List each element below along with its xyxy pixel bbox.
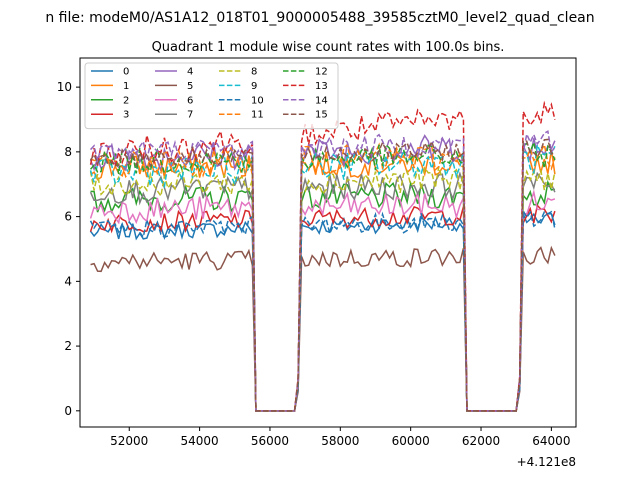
legend-label-3: 3 <box>123 110 129 121</box>
legend-label-11: 11 <box>251 110 264 121</box>
x-axis: 52000 54000 56000 58000 60000 62000 64000 <box>110 427 570 448</box>
x-tick-label: 64000 <box>532 434 570 448</box>
legend-label-15: 15 <box>315 110 328 121</box>
chart-title: Quadrant 1 module wise count rates with … <box>152 40 505 55</box>
legend-label-12: 12 <box>315 67 328 78</box>
legend-label-10: 10 <box>251 95 264 106</box>
x-tick-label: 62000 <box>462 434 500 448</box>
legend-label-7: 7 <box>187 110 193 121</box>
series-line-15 <box>89 138 555 412</box>
legend-label-4: 4 <box>187 67 193 78</box>
legend-label-13: 13 <box>315 81 328 92</box>
y-axis: 0 2 4 6 8 10 <box>57 80 80 418</box>
legend-label-0: 0 <box>123 67 129 78</box>
series-layer <box>89 100 556 412</box>
plot-frame <box>79 57 577 428</box>
legend-box <box>84 62 339 130</box>
legend-label-6: 6 <box>187 95 193 106</box>
y-tick-label: 2 <box>64 339 72 353</box>
legend-label-8: 8 <box>251 67 257 78</box>
x-tick-label: 54000 <box>181 434 219 448</box>
y-tick-label: 8 <box>64 145 72 159</box>
x-tick-label: 58000 <box>321 434 359 448</box>
y-tick-label: 0 <box>64 404 72 418</box>
x-offset-label: +4.121e8 <box>517 455 576 469</box>
series-line-14 <box>90 130 556 412</box>
x-tick-label: 60000 <box>392 434 430 448</box>
legend-label-9: 9 <box>251 81 257 92</box>
y-tick-label: 10 <box>57 80 72 94</box>
legend-label-2: 2 <box>123 95 129 106</box>
legend-label-1: 1 <box>123 81 129 92</box>
figure-suptitle: n file: modeM0/AS1A12_018T01_9000005488_… <box>45 10 594 26</box>
x-tick-label: 56000 <box>251 434 289 448</box>
x-tick-label: 52000 <box>110 434 148 448</box>
series-line-10 <box>89 208 556 412</box>
y-tick-label: 6 <box>64 210 72 224</box>
legend-label-14: 14 <box>315 95 328 106</box>
y-tick-label: 4 <box>64 274 72 288</box>
legend-label-5: 5 <box>187 81 193 92</box>
